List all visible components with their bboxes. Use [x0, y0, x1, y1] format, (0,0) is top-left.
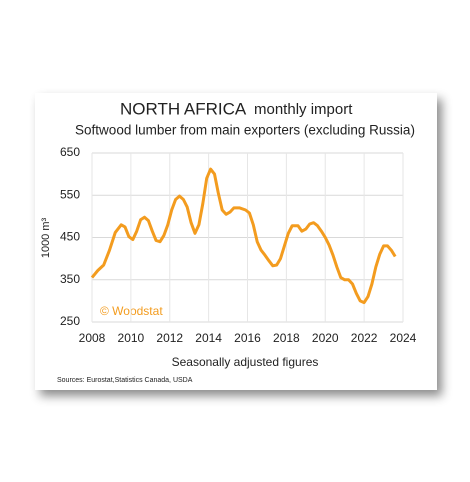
x-tick-label: 2016: [234, 331, 261, 345]
x-tick-label: 2012: [156, 331, 183, 345]
y-tick-label: 550: [60, 187, 80, 201]
y-tick-label: 450: [60, 230, 80, 244]
chart-title: NORTH AFRICA: [120, 99, 247, 118]
chart-title-suffix: monthly import: [254, 101, 353, 118]
x-tick-label: 2018: [273, 331, 300, 345]
y-tick-label: 250: [60, 314, 80, 328]
data-line: [90, 167, 397, 305]
y-tick-label: 350: [60, 272, 80, 286]
chart-subtitle: Softwood lumber from main exporters (exc…: [75, 123, 415, 138]
y-axis-label: 1000 m³: [40, 217, 52, 258]
x-tick-label: 2014: [195, 331, 222, 345]
watermark: © Woodstat: [100, 304, 163, 318]
y-tick-label: 650: [60, 145, 80, 159]
x-tick-label: 2022: [351, 331, 378, 345]
x-axis-label: Seasonally adjusted figures: [172, 355, 319, 369]
x-tick-label: 2024: [390, 331, 417, 345]
card: [35, 93, 437, 390]
x-tick-label: 2008: [79, 331, 106, 345]
source: Sources: Eurostat,Statistics Canada, USD…: [57, 377, 193, 384]
x-tick-label: 2020: [312, 331, 339, 345]
x-tick-label: 2010: [118, 331, 145, 345]
